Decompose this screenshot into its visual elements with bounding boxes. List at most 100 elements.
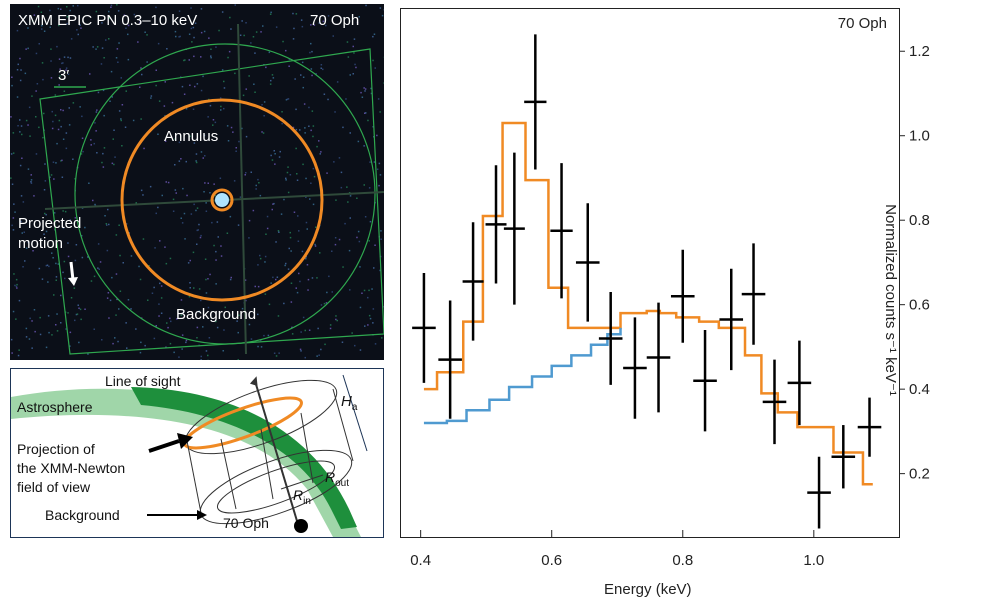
noise-speck: [25, 247, 28, 249]
noise-speck: [263, 334, 265, 337]
noise-speck: [347, 201, 349, 203]
noise-speck: [310, 24, 312, 26]
noise-speck: [146, 61, 148, 63]
noise-speck: [80, 318, 82, 321]
noise-speck: [41, 62, 44, 64]
y-tick-label: 0.4: [909, 381, 930, 398]
noise-speck: [40, 11, 43, 13]
noise-speck: [110, 70, 113, 73]
noise-speck: [27, 241, 30, 244]
noise-speck: [360, 91, 362, 94]
noise-speck: [101, 22, 103, 24]
noise-speck: [166, 322, 168, 324]
noise-speck: [97, 243, 100, 245]
noise-speck: [65, 67, 68, 69]
xray-image: [10, 4, 384, 360]
noise-speck: [372, 59, 374, 62]
noise-speck: [300, 19, 303, 21]
noise-speck: [160, 312, 163, 314]
noise-speck: [58, 119, 61, 122]
noise-speck: [127, 24, 130, 27]
noise-speck: [80, 153, 83, 155]
noise-speck: [15, 285, 18, 288]
noise-speck: [42, 78, 44, 81]
model-background-step-line: [423, 327, 622, 425]
x-tick-label: 0.8: [672, 552, 693, 569]
source-glow: [215, 193, 229, 207]
noise-speck: [306, 264, 309, 266]
noise-speck: [188, 33, 191, 35]
noise-speck: [278, 156, 281, 158]
noise-speck: [35, 52, 38, 55]
noise-speck: [58, 84, 60, 86]
noise-speck: [33, 14, 36, 16]
noise-speck: [309, 198, 311, 200]
noise-speck: [78, 307, 80, 309]
noise-speck: [164, 115, 166, 117]
noise-speck: [38, 267, 41, 270]
noise-speck: [198, 288, 201, 290]
noise-speck: [29, 135, 31, 137]
noise-speck: [322, 20, 325, 23]
noise-speck: [38, 43, 40, 45]
noise-speck: [155, 325, 157, 327]
noise-speck: [188, 295, 191, 298]
noise-speck: [215, 46, 217, 48]
noise-speck: [172, 210, 175, 212]
noise-speck: [340, 186, 343, 189]
noise-speck: [189, 135, 191, 137]
noise-speck: [155, 212, 157, 215]
noise-speck: [112, 342, 114, 345]
noise-speck: [89, 73, 91, 75]
noise-speck: [335, 199, 337, 201]
noise-speck: [175, 35, 177, 38]
noise-speck: [374, 343, 377, 345]
noise-speck: [353, 52, 355, 54]
noise-speck: [126, 347, 128, 349]
noise-speck: [130, 308, 132, 310]
noise-speck: [257, 178, 259, 181]
noise-speck: [106, 297, 109, 299]
noise-speck: [77, 304, 79, 306]
noise-speck: [383, 9, 384, 11]
noise-speck: [30, 181, 32, 183]
noise-speck: [345, 98, 347, 100]
noise-speck: [111, 162, 114, 165]
noise-speck: [302, 163, 304, 166]
noise-speck: [105, 223, 108, 225]
noise-speck: [349, 195, 352, 197]
noise-speck: [303, 103, 306, 105]
noise-speck: [294, 78, 296, 80]
noise-speck: [132, 119, 135, 122]
noise-speck: [226, 232, 229, 234]
noise-speck: [119, 290, 122, 292]
noise-speck: [67, 312, 69, 314]
noise-speck: [285, 177, 287, 180]
noise-speck: [306, 228, 308, 230]
noise-speck: [239, 196, 242, 198]
projection-arrowhead: [177, 433, 193, 449]
noise-speck: [357, 230, 360, 233]
noise-speck: [320, 304, 323, 306]
noise-speck: [259, 254, 261, 257]
noise-speck: [97, 267, 99, 269]
noise-speck: [12, 132, 15, 134]
noise-speck: [331, 250, 333, 252]
schematic-drawing: [11, 374, 368, 537]
noise-speck: [115, 314, 117, 316]
noise-speck: [31, 320, 33, 322]
noise-speck: [305, 177, 307, 180]
star-70-oph: [294, 519, 308, 533]
noise-speck: [371, 288, 373, 290]
noise-speck: [54, 94, 57, 96]
noise-speck: [183, 212, 186, 215]
noise-speck: [69, 219, 71, 221]
noise-speck: [285, 99, 288, 101]
noise-speck: [16, 29, 19, 32]
noise-speck: [315, 73, 317, 75]
noise-speck: [173, 351, 175, 354]
noise-speck: [368, 314, 371, 317]
noise-speck: [196, 229, 198, 232]
noise-speck: [144, 31, 146, 33]
noise-speck: [254, 52, 256, 54]
